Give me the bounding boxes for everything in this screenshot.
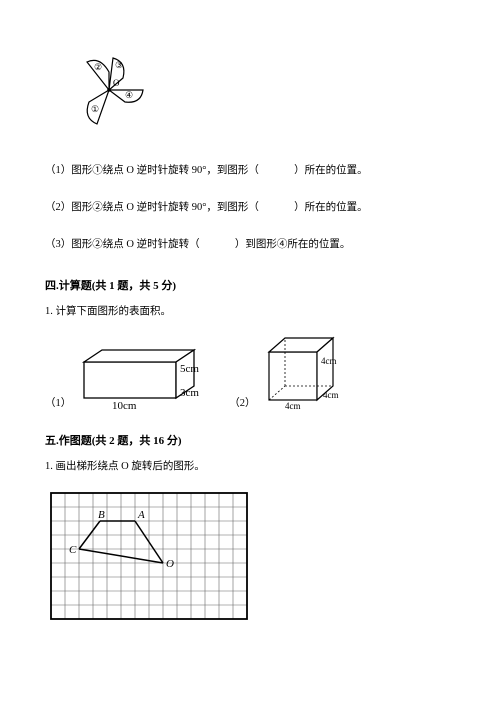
cube-side-r: 4cm	[321, 356, 337, 366]
pinwheel-label-4: ④	[125, 90, 133, 100]
cuboid-svg: 5cm 3cm 10cm	[76, 340, 211, 410]
pinwheel-label-3: ③	[115, 60, 123, 70]
pinwheel-svg: ② ③ O ④ ①	[65, 50, 165, 134]
shapes-row: （1） 5cm 3cm 10cm （2）	[45, 332, 455, 410]
cuboid-h: 5cm	[180, 363, 199, 375]
q1-suffix: ）所在的位置。	[294, 165, 368, 176]
cube-side-br: 4cm	[323, 390, 339, 400]
svg-text:A: A	[137, 509, 145, 521]
pinwheel-label-1: ①	[91, 104, 99, 114]
pinwheel-figure: ② ③ O ④ ①	[65, 50, 455, 137]
cube-side-b: 4cm	[285, 401, 301, 410]
cube-svg: 4cm 4cm 4cm	[261, 332, 351, 410]
cuboid-w: 10cm	[112, 400, 137, 410]
q3-prefix: （3）图形②绕点 O 逆时针旋转（	[45, 239, 200, 250]
question-1: （1）图形①绕点 O 逆时针旋转 90°，到图形（ ）所在的位置。	[45, 162, 455, 181]
cube-group: （2） 4cm 4cm 4cm	[229, 332, 350, 410]
cube-label: （2）	[229, 395, 255, 410]
q1-prefix: （1）图形①绕点 O 逆时针旋转 90°，到图形（	[45, 165, 259, 176]
svg-text:O: O	[166, 558, 174, 570]
q3-suffix: ）到图形④所在的位置。	[235, 239, 351, 250]
question-3: （3）图形②绕点 O 逆时针旋转（ ）到图形④所在的位置。	[45, 236, 455, 255]
q2-suffix: ）所在的位置。	[294, 202, 368, 213]
section5-header: 五.作图题(共 2 题，共 16 分)	[45, 432, 455, 448]
grid-figure: B A C O	[45, 487, 455, 625]
q2-prefix: （2）图形②绕点 O 逆时针旋转 90°，到图形（	[45, 202, 259, 213]
grid-svg: B A C O	[45, 487, 253, 625]
cuboid-label: （1）	[45, 395, 71, 410]
pinwheel-label-2: ②	[94, 62, 102, 72]
cuboid-d: 3cm	[180, 387, 199, 399]
section5-q1: 1. 画出梯形绕点 O 旋转后的图形。	[45, 458, 455, 473]
section4-q1: 1. 计算下面图形的表面积。	[45, 303, 455, 318]
section4-header: 四.计算题(共 1 题，共 5 分)	[45, 277, 455, 293]
question-2: （2）图形②绕点 O 逆时针旋转 90°，到图形（ ）所在的位置。	[45, 199, 455, 218]
pinwheel-label-O: O	[113, 78, 120, 88]
cuboid-group: （1） 5cm 3cm 10cm	[45, 340, 211, 410]
svg-text:C: C	[69, 544, 77, 556]
svg-text:B: B	[98, 509, 105, 521]
